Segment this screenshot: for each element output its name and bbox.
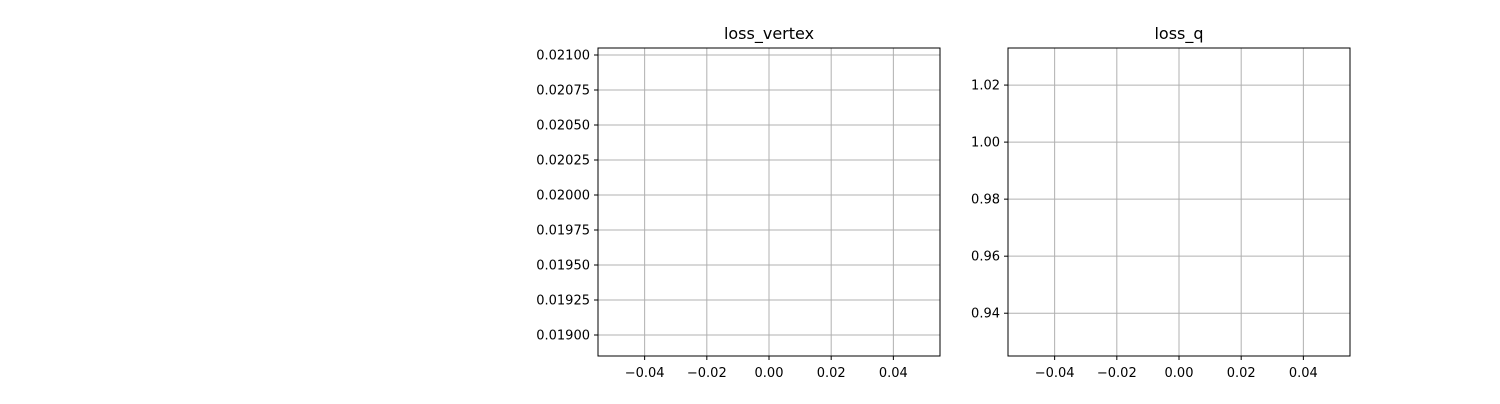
y-tick-label: 0.94: [971, 307, 1000, 322]
y-tick-label: 0.02000: [536, 189, 590, 204]
x-tick-label: −0.04: [1035, 366, 1075, 381]
x-tick-label: −0.02: [687, 366, 727, 381]
chart-title: loss_q: [1154, 24, 1203, 44]
y-tick-label: 0.98: [971, 193, 1000, 208]
x-tick-label: −0.04: [625, 366, 665, 381]
x-tick-label: 0.02: [1227, 366, 1256, 381]
y-tick-label: 0.02050: [536, 119, 590, 134]
y-tick-label: 0.01900: [536, 329, 590, 344]
x-tick-label: 0.00: [755, 366, 784, 381]
y-tick-label: 0.02075: [536, 84, 590, 99]
y-tick-label: 0.96: [971, 250, 1000, 265]
y-tick-label: 0.01950: [536, 259, 590, 274]
x-tick-label: 0.04: [879, 366, 908, 381]
chart-panel-2: −0.04 −0.02 0.00 0.02 0.04 0.94 0.96 0.98 1.00 1.…: [971, 24, 1351, 381]
x-tick-label: −0.02: [1097, 366, 1137, 381]
x-tick-label: 0.02: [817, 366, 846, 381]
x-tick-label: 0.04: [1289, 366, 1318, 381]
y-tick-label: 0.02025: [536, 154, 590, 169]
y-tick-label: 1.02: [971, 79, 1000, 94]
chart-panel-1: −0.04 −0.02 0.00 0.02 0.04 0.01900 0.01925 0.01…: [536, 24, 941, 381]
y-tick-label: 0.01925: [536, 294, 590, 309]
x-tick-label: 0.00: [1165, 366, 1194, 381]
y-tick-label: 0.01975: [536, 224, 590, 239]
y-tick-label: 1.00: [971, 136, 1000, 151]
chart-title: loss_vertex: [724, 24, 814, 44]
y-tick-label: 0.02100: [536, 49, 590, 64]
